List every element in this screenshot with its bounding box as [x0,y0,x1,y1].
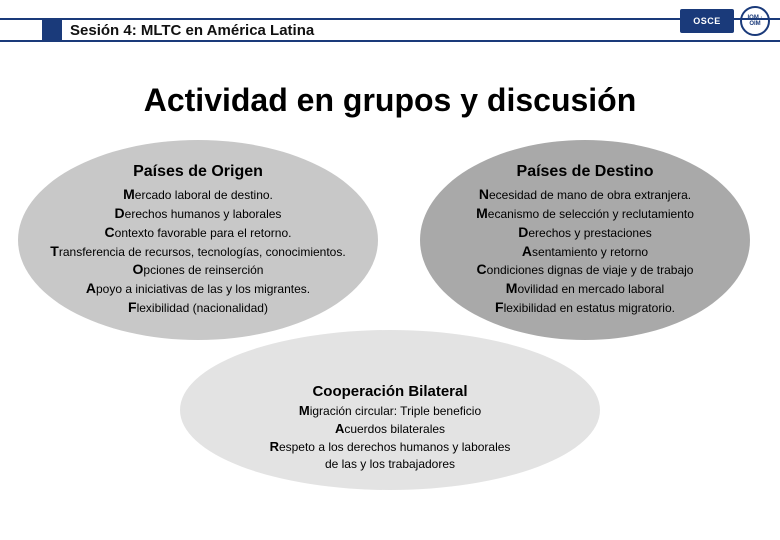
origin-item: Derechos humanos y laborales [115,204,282,223]
dest-item: Condiciones dignas de viaje y de trabajo [477,260,694,279]
dest-title: Países de Destino [517,163,654,181]
origin-item: Mercado laboral de destino. [123,185,273,204]
coop-item: Migración circular: Triple beneficio [299,402,481,420]
ellipse-destination: Países de Destino Necesidad de mano de o… [420,140,750,340]
header-bar: Sesión 4: MLTC en América Latina [0,18,780,42]
header-accent-square [42,20,62,40]
origin-item: Flexibilidad (nacionalidad) [128,298,268,317]
header-title: Sesión 4: MLTC en América Latina [70,22,314,39]
logo-group: OSCE IOM · OIM [680,6,770,36]
origin-item: Apoyo a iniciativas de las y los migrant… [86,279,310,298]
dest-item: Derechos y prestaciones [518,223,652,242]
coop-item: Acuerdos bilaterales [335,420,445,438]
dest-item: Asentamiento y retorno [522,242,648,261]
ellipse-origin: Países de Origen Mercado laboral de dest… [18,140,378,340]
coop-item: Respeto a los derechos humanos y laboral… [270,438,511,456]
origin-title: Países de Origen [133,163,263,181]
slide: Sesión 4: MLTC en América Latina OSCE IO… [0,0,780,540]
ellipse-cooperation: Cooperación Bilateral Migración circular… [180,330,600,490]
origin-item: Opciones de reinserción [133,260,264,279]
dest-item: Necesidad de mano de obra extranjera. [479,185,691,204]
dest-item: Mecanismo de selección y reclutamiento [476,204,694,223]
page-title: Actividad en grupos y discusión [0,82,780,119]
dest-item: Movilidad en mercado laboral [506,279,664,298]
osce-logo: OSCE [680,9,734,33]
coop-title: Cooperación Bilateral [312,383,467,400]
origin-item: Contexto favorable para el retorno. [105,223,292,242]
origin-item: Transferencia de recursos, tecnologías, … [50,242,345,261]
coop-item: de las y los trabajadores [325,455,455,473]
dest-item: Flexibilidad en estatus migratorio. [495,298,675,317]
iom-logo: IOM · OIM [740,6,770,36]
header-gap [0,20,42,40]
